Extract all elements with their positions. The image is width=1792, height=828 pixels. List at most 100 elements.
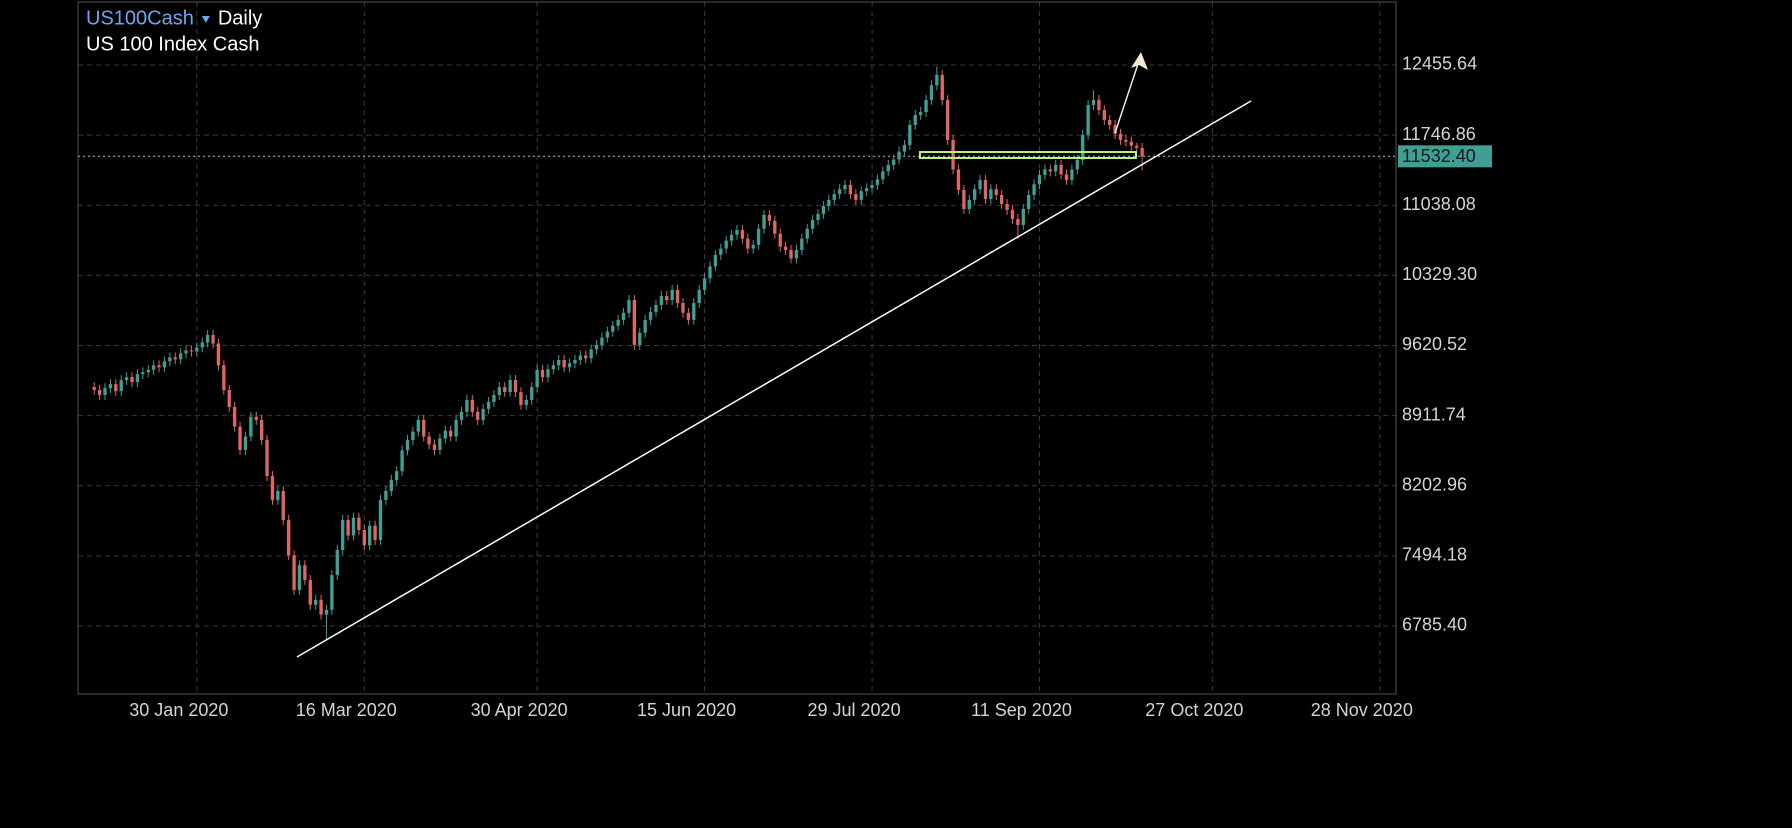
candle-body — [1000, 194, 1004, 205]
candle-body — [492, 394, 496, 402]
arrow-line — [1114, 63, 1139, 134]
candle-body — [357, 517, 361, 530]
candle-body — [740, 229, 745, 239]
y-tick-label: 11038.08 — [1402, 194, 1476, 214]
candle-body — [168, 357, 172, 362]
candle-body — [292, 555, 296, 590]
candle-body — [254, 416, 258, 420]
candle-body — [1021, 208, 1025, 225]
candle-body — [621, 312, 626, 320]
candle-body — [216, 343, 221, 366]
candle-body — [1064, 174, 1069, 180]
candle-body — [719, 248, 723, 255]
candle-body — [276, 490, 280, 500]
candle-body — [848, 184, 853, 195]
candle-body — [940, 74, 944, 101]
candle-body — [341, 519, 345, 550]
candle-body — [200, 342, 204, 348]
symbol-caret — [201, 16, 210, 23]
candle-body — [692, 302, 696, 320]
candle-body — [146, 369, 150, 373]
candle-body — [497, 387, 502, 395]
candle-body — [405, 439, 410, 451]
candle-body — [1037, 174, 1042, 185]
grid — [78, 2, 1396, 694]
candle-body — [546, 369, 550, 378]
candle-body — [222, 365, 226, 390]
candle-body — [286, 519, 291, 556]
candle-body — [335, 549, 339, 576]
candle-body — [270, 476, 275, 500]
candle-body — [259, 419, 264, 440]
candle-body — [881, 171, 885, 180]
candle-body — [1070, 169, 1074, 180]
candle-body — [470, 399, 474, 412]
candle-body — [924, 99, 928, 113]
plot-border — [77, 1, 1397, 695]
candle-body — [713, 254, 718, 267]
candle-body — [108, 384, 113, 389]
candle-body — [783, 246, 788, 250]
candle-body — [524, 399, 529, 405]
y-tick-label: 8202.96 — [1402, 474, 1467, 494]
candle-body — [654, 304, 658, 312]
candle-body — [989, 189, 993, 200]
candle-body — [886, 164, 890, 172]
candle-body — [486, 401, 491, 409]
candle-body — [319, 599, 323, 615]
x-tick-label: 28 Nov 2020 — [1311, 700, 1413, 720]
candle-body — [265, 439, 269, 477]
timeframe: Daily — [218, 7, 262, 29]
candle-body — [994, 189, 998, 195]
candle-body — [967, 199, 971, 209]
candle-body — [789, 249, 793, 259]
candle-body — [562, 359, 566, 368]
candle-body — [119, 380, 123, 392]
candle-body — [135, 374, 140, 383]
candle-body — [130, 377, 134, 383]
candle-body — [756, 228, 761, 245]
candle-body — [97, 389, 102, 395]
candle-body — [1043, 169, 1047, 175]
candle-body — [908, 124, 912, 145]
candle-body — [594, 344, 599, 350]
candle-body — [1075, 159, 1079, 170]
candle-body — [816, 213, 820, 220]
candle-body — [897, 151, 901, 160]
candle-body — [978, 179, 982, 190]
candle-body — [141, 372, 145, 375]
y-tick-label: 10329.30 — [1402, 264, 1477, 284]
candle-body — [195, 347, 199, 352]
candle-body — [832, 194, 836, 200]
candle-body — [767, 214, 772, 221]
candle-body — [481, 408, 485, 420]
candle-body — [616, 319, 620, 326]
candle-body — [810, 219, 815, 229]
candle-body — [249, 416, 253, 437]
candle-body — [459, 411, 464, 420]
candle-body — [805, 228, 809, 239]
candle-body — [476, 411, 480, 420]
candle-body — [330, 575, 334, 610]
candle-body — [935, 74, 939, 86]
candle-body — [378, 499, 383, 540]
y-tick-label: 7494.18 — [1402, 545, 1467, 565]
candle-body — [902, 144, 907, 152]
candle-body — [351, 517, 356, 536]
candle-body — [238, 426, 242, 450]
candle-body — [178, 353, 183, 360]
candle-body — [773, 220, 777, 234]
candle-body — [702, 278, 707, 290]
candle-body — [384, 490, 388, 500]
candle-body — [530, 387, 534, 400]
candle-body — [432, 444, 437, 450]
candle-body — [508, 379, 512, 393]
candle-body — [1048, 169, 1052, 172]
candle-body — [211, 334, 215, 344]
current-price-label: 11532.40 — [1402, 146, 1476, 166]
candle-body — [162, 361, 167, 368]
candle-body — [324, 609, 329, 615]
candle-body — [638, 332, 642, 345]
